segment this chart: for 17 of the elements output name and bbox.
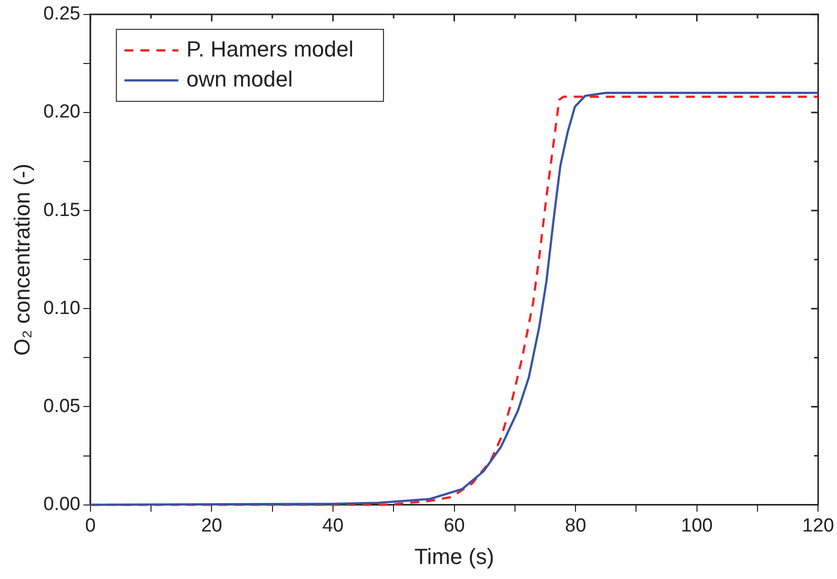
x-tick-label: 60: [444, 515, 465, 536]
x-axis-title: Time (s): [414, 544, 494, 569]
y-tick-label: 0.20: [43, 102, 80, 123]
x-tick-label: 80: [564, 515, 586, 536]
x-tick-label: 20: [201, 515, 222, 536]
y-tick-label: 0.10: [43, 298, 80, 319]
x-tick-label: 0: [85, 515, 96, 536]
y-tick-label: 0.15: [43, 200, 80, 221]
x-tick-label: 120: [802, 515, 834, 536]
x-tick-label: 100: [681, 515, 713, 536]
y-tick-label: 0.05: [43, 396, 80, 417]
legend-label: own model: [186, 66, 293, 92]
y-axis-title: O₂ concentration (-): [9, 164, 34, 356]
y-tick-label: 0.25: [43, 4, 80, 25]
legend-label: P. Hamers model: [186, 36, 354, 62]
y-tick-label: 0.00: [43, 494, 80, 516]
x-tick-label: 40: [322, 515, 344, 536]
